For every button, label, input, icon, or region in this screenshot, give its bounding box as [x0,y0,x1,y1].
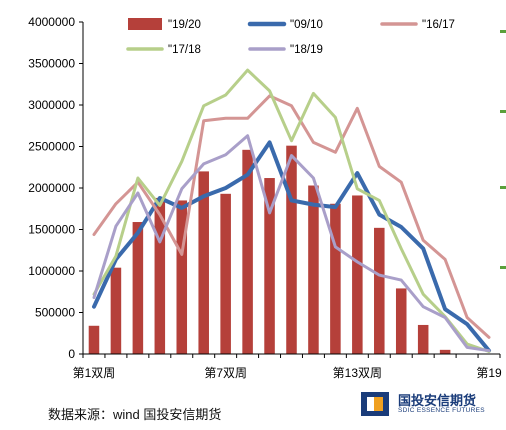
bar-series [88,145,451,354]
x-tick-label: 第1双周 [73,366,116,380]
series-line [92,140,491,353]
legend-label: "17/18 [168,44,201,56]
logo-mark-icon [361,392,389,416]
legend-label: "19/20 [168,19,201,31]
y-tick-labels: 0 500000 1000000 1500000 2000000 2500000 30000… [28,15,75,361]
legend: "19/20 "09/10 "16/17 "17/18 "18/19 [126,18,455,56]
bar [417,324,429,354]
x-tick-labels: 第1双周 第7双周 第13双周 第19 [73,366,502,380]
bar [88,325,100,354]
y-tick-label: 1000000 [28,264,75,278]
y-tick-label: 2500000 [28,140,75,154]
bar [198,171,209,354]
bar [308,185,319,354]
bar [286,145,297,354]
series-line [92,94,491,339]
legend-label: "09/10 [290,19,323,31]
bar [439,349,451,354]
series-line [92,134,491,353]
legend-label: "18/19 [290,44,323,56]
source-note: 数据来源：wind 国投安信期货 [48,407,222,422]
bar [242,149,253,354]
x-tick-label: 第7双周 [204,366,247,380]
axes [79,21,501,358]
legend-swatch [128,18,162,30]
bar [264,178,275,354]
y-tick-label: 3000000 [28,98,75,112]
edge-mark [500,266,506,269]
y-tick-label: 3500000 [28,57,75,71]
bar [110,267,122,354]
y-tick-label: 4000000 [28,15,75,29]
bar [176,200,188,354]
y-tick-label: 1500000 [28,223,75,237]
edge-mark [500,110,506,113]
y-tick-label: 2000000 [28,181,75,195]
company-logo: 国投安信期货 SDIC ESSENCE FUTURES [360,388,500,422]
legend-label: "16/17 [422,19,455,31]
edge-mark [500,186,506,189]
bar [330,203,341,354]
logo-text-en: SDIC ESSENCE FUTURES [398,407,485,414]
bar [132,222,144,354]
bar [395,288,407,354]
bar [220,193,231,354]
bar [154,197,166,354]
line-series [92,68,491,353]
x-tick-label: 第13双周 [333,366,382,380]
x-tick-label: 第19 [476,366,502,380]
y-tick-label: 0 [68,347,75,361]
logo-text-cn: 国投安信期货 [398,393,477,408]
bar [374,227,385,354]
series-line [92,68,491,353]
bar [352,195,363,354]
y-tick-label: 500000 [35,306,75,320]
edge-mark [500,30,506,33]
